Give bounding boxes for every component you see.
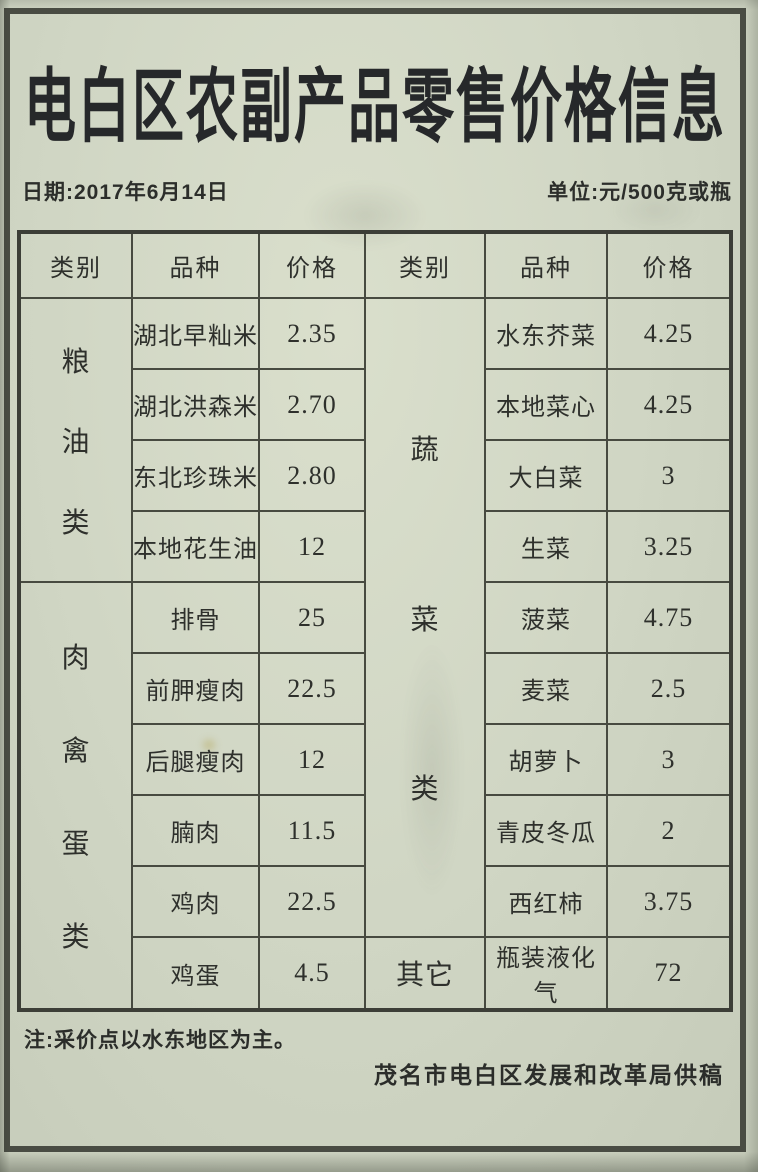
category-char: 蛋 bbox=[61, 828, 91, 859]
price-value-cell: 3.75 bbox=[606, 865, 732, 938]
product-name-cell: 腩肉 bbox=[131, 794, 260, 867]
product-name-cell: 鸡肉 bbox=[131, 865, 260, 938]
price-value-cell: 12 bbox=[258, 723, 366, 796]
product-name-cell: 水东芥菜 bbox=[484, 297, 608, 370]
product-name-cell: 鸡蛋 bbox=[131, 936, 260, 1011]
product-name-cell: 本地菜心 bbox=[484, 368, 608, 441]
category-cell-grain-oil: 粮油类 bbox=[18, 297, 133, 583]
product-name-cell: 生菜 bbox=[484, 510, 608, 583]
product-name-cell: 胡萝卜 bbox=[484, 723, 608, 796]
table-row: 湖北洪森米 2.70 本地菜心 4.25 bbox=[19, 368, 732, 441]
price-value-cell: 12 bbox=[258, 510, 366, 583]
price-value-cell: 2.80 bbox=[258, 439, 366, 512]
product-name-cell: 麦菜 bbox=[484, 652, 608, 725]
footer: 注:采价点以水东地区为主。 茂名市电白区发展和改革局供稿 bbox=[24, 1024, 728, 1090]
table-row: 鸡肉 22.5 西红柿 3.75 bbox=[19, 865, 732, 938]
price-value-cell: 25 bbox=[258, 581, 366, 654]
price-value-cell: 22.5 bbox=[258, 865, 366, 938]
category-char: 类 bbox=[410, 772, 440, 804]
table-header-row: 类别 品种 价格 类别 品种 价格 bbox=[18, 231, 732, 299]
product-name-cell: 排骨 bbox=[131, 581, 260, 654]
notice-title: 电白区农副产品零售价格信息 bbox=[14, 38, 736, 160]
price-value-cell: 3 bbox=[606, 439, 732, 512]
product-name-cell: 东北珍珠米 bbox=[131, 439, 260, 512]
category-char: 类 bbox=[61, 506, 91, 538]
table-row: 粮油类 湖北早籼米 2.35 蔬菜类 水东芥菜 4.25 bbox=[18, 297, 732, 938]
category-char: 蔬 bbox=[410, 434, 440, 466]
notice-frame: 电白区农副产品零售价格信息 日期:2017年6月14日 单位:元/500克或瓶 … bbox=[4, 8, 746, 1152]
header-variety-right: 品种 bbox=[484, 231, 608, 299]
header-category-right: 类别 bbox=[364, 231, 486, 299]
product-name-cell: 青皮冬瓜 bbox=[484, 794, 608, 867]
header-price-right: 价格 bbox=[606, 231, 732, 299]
category-char: 禽 bbox=[61, 735, 91, 766]
category-cell-vegetables: 蔬菜类 bbox=[364, 297, 486, 938]
category-char: 油 bbox=[61, 426, 91, 457]
table-row: 肉禽蛋类 排骨 25 菠菜 4.75 bbox=[18, 581, 732, 1011]
date-label: 日期:2017年6月14日 bbox=[22, 181, 229, 204]
table-row: 本地花生油 12 生菜 3.25 bbox=[19, 510, 732, 583]
category-label: 蔬菜类 bbox=[367, 300, 483, 935]
category-char: 肉 bbox=[61, 642, 91, 673]
price-value-cell: 4.25 bbox=[606, 297, 732, 370]
category-cell-other: 其它 bbox=[364, 936, 486, 1011]
category-label: 肉禽蛋类 bbox=[21, 584, 130, 1008]
table-row: 东北珍珠米 2.80 大白菜 3 bbox=[19, 439, 732, 512]
price-value-cell: 4.75 bbox=[606, 581, 732, 654]
category-label: 粮油类 bbox=[21, 300, 130, 580]
product-name-cell: 后腿瘦肉 bbox=[131, 723, 260, 796]
price-value-cell: 22.5 bbox=[258, 652, 366, 725]
footer-note: 注:采价点以水东地区为主。 bbox=[24, 1029, 296, 1052]
product-name-cell: 西红柿 bbox=[484, 865, 608, 938]
table-row: 前胛瘦肉 22.5 麦菜 2.5 bbox=[19, 652, 732, 725]
product-name-cell: 瓶装液化气 bbox=[484, 936, 608, 1011]
header-variety-left: 品种 bbox=[131, 231, 260, 299]
product-name-cell: 湖北洪森米 bbox=[131, 368, 260, 441]
price-value-cell: 2.70 bbox=[258, 368, 366, 441]
category-cell-meat-poultry-egg: 肉禽蛋类 bbox=[18, 581, 133, 1011]
unit-label: 单位:元/500克或瓶 bbox=[547, 181, 732, 204]
price-value-cell: 3 bbox=[606, 723, 732, 796]
product-name-cell: 湖北早籼米 bbox=[131, 297, 260, 370]
table-row: 鸡蛋 4.5 其它 瓶装液化气 72 bbox=[19, 936, 732, 1011]
price-value-cell: 72 bbox=[606, 936, 732, 1011]
header-category-left: 类别 bbox=[18, 231, 133, 299]
price-value-cell: 4.5 bbox=[258, 936, 366, 1011]
price-value-cell: 11.5 bbox=[258, 794, 366, 867]
product-name-cell: 大白菜 bbox=[484, 439, 608, 512]
credit-line: 茂名市电白区发展和改革局供稿 bbox=[374, 1062, 724, 1088]
notice-title-text: 电白区农副产品零售价格信息 bbox=[23, 64, 726, 153]
table-row: 后腿瘦肉 12 胡萝卜 3 bbox=[19, 723, 732, 796]
table-row: 腩肉 11.5 青皮冬瓜 2 bbox=[19, 794, 732, 867]
price-value-cell: 4.25 bbox=[606, 368, 732, 441]
product-name-cell: 本地花生油 bbox=[131, 510, 260, 583]
category-char: 类 bbox=[61, 921, 91, 952]
price-table: 类别 品种 价格 类别 品种 价格 粮油类 湖北早籼米 2.35 蔬菜类 水东芥… bbox=[17, 230, 733, 1012]
category-char: 菜 bbox=[410, 603, 440, 635]
product-name-cell: 菠菜 bbox=[484, 581, 608, 654]
price-value-cell: 2.5 bbox=[606, 652, 732, 725]
price-value-cell: 2 bbox=[606, 794, 732, 867]
product-name-cell: 前胛瘦肉 bbox=[131, 652, 260, 725]
category-char: 粮 bbox=[61, 345, 91, 377]
price-value-cell: 2.35 bbox=[258, 297, 366, 370]
meta-row: 日期:2017年6月14日 单位:元/500克或瓶 bbox=[22, 176, 732, 206]
price-value-cell: 3.25 bbox=[606, 510, 732, 583]
header-price-left: 价格 bbox=[258, 231, 366, 299]
